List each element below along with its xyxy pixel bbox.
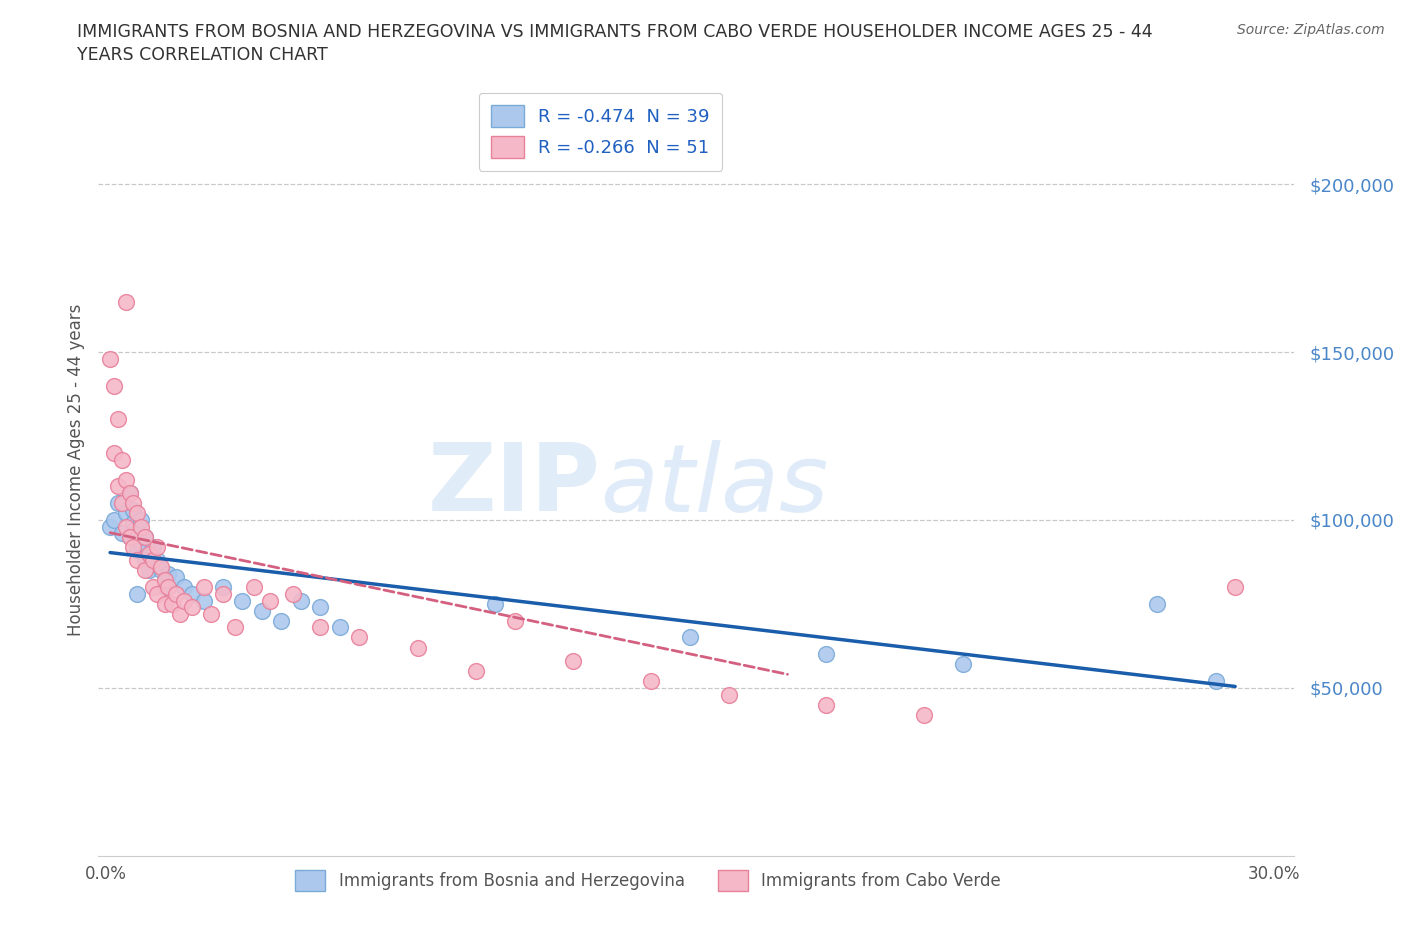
Point	[165, 569, 187, 584]
Point	[138, 546, 160, 561]
Point	[329, 620, 352, 635]
Point	[912, 707, 935, 722]
Point	[127, 526, 149, 541]
Point	[118, 485, 141, 500]
Point	[309, 620, 332, 635]
Point	[114, 295, 136, 310]
Point	[142, 579, 165, 594]
Point	[173, 593, 195, 608]
Point	[146, 587, 169, 602]
Point	[122, 496, 145, 511]
Text: YEARS CORRELATION CHART: YEARS CORRELATION CHART	[77, 46, 328, 64]
Point	[114, 506, 136, 521]
Point	[122, 539, 145, 554]
Point	[484, 596, 506, 611]
Point	[142, 539, 165, 554]
Point	[111, 526, 134, 541]
Point	[111, 452, 134, 467]
Point	[103, 379, 125, 393]
Point	[243, 579, 266, 594]
Point	[180, 587, 202, 602]
Text: ZIP: ZIP	[427, 439, 600, 531]
Point	[465, 664, 488, 679]
Point	[127, 552, 149, 567]
Point	[503, 613, 526, 628]
Point	[153, 579, 176, 594]
Point	[129, 519, 152, 534]
Point	[129, 512, 152, 527]
Point	[107, 496, 129, 511]
Point	[114, 519, 136, 534]
Point	[134, 563, 156, 578]
Y-axis label: Householder Income Ages 25 - 44 years: Householder Income Ages 25 - 44 years	[66, 303, 84, 636]
Point	[193, 579, 215, 594]
Point	[153, 573, 176, 588]
Point	[157, 579, 180, 594]
Text: atlas: atlas	[600, 440, 828, 531]
Point	[1205, 673, 1227, 688]
Point	[1146, 596, 1168, 611]
Point	[173, 579, 195, 594]
Point	[679, 630, 702, 644]
Point	[103, 445, 125, 460]
Text: Source: ZipAtlas.com: Source: ZipAtlas.com	[1237, 23, 1385, 37]
Point	[122, 516, 145, 531]
Point	[149, 560, 172, 575]
Point	[149, 563, 172, 578]
Point	[103, 512, 125, 527]
Point	[212, 587, 235, 602]
Point	[153, 596, 176, 611]
Point	[127, 506, 149, 521]
Point	[129, 536, 152, 551]
Point	[157, 566, 180, 581]
Point	[111, 496, 134, 511]
Point	[127, 587, 149, 602]
Point	[200, 606, 222, 621]
Point	[406, 640, 429, 655]
Point	[290, 593, 312, 608]
Point	[98, 352, 121, 366]
Point	[118, 529, 141, 544]
Point	[165, 587, 187, 602]
Point	[270, 613, 292, 628]
Point	[142, 552, 165, 567]
Point	[224, 620, 246, 635]
Point	[134, 529, 156, 544]
Text: IMMIGRANTS FROM BOSNIA AND HERZEGOVINA VS IMMIGRANTS FROM CABO VERDE HOUSEHOLDER: IMMIGRANTS FROM BOSNIA AND HERZEGOVINA V…	[77, 23, 1153, 41]
Point	[134, 529, 156, 544]
Point	[212, 579, 235, 594]
Point	[146, 539, 169, 554]
Point	[349, 630, 371, 644]
Point	[815, 698, 838, 712]
Point	[281, 587, 304, 602]
Point	[640, 673, 662, 688]
Point	[231, 593, 253, 608]
Point	[309, 600, 332, 615]
Point	[162, 596, 184, 611]
Point	[138, 563, 160, 578]
Legend: Immigrants from Bosnia and Herzegovina, Immigrants from Cabo Verde: Immigrants from Bosnia and Herzegovina, …	[288, 864, 1008, 897]
Point	[250, 604, 273, 618]
Point	[815, 646, 838, 661]
Point	[562, 654, 585, 669]
Point	[134, 552, 156, 567]
Point	[118, 529, 141, 544]
Point	[146, 552, 169, 567]
Point	[180, 600, 202, 615]
Point	[122, 502, 145, 517]
Point	[169, 606, 191, 621]
Point	[127, 543, 149, 558]
Point	[952, 657, 974, 671]
Point	[107, 412, 129, 427]
Point	[193, 593, 215, 608]
Point	[718, 687, 741, 702]
Point	[98, 519, 121, 534]
Point	[259, 593, 281, 608]
Point	[114, 472, 136, 487]
Point	[107, 479, 129, 494]
Point	[1223, 579, 1246, 594]
Point	[118, 485, 141, 500]
